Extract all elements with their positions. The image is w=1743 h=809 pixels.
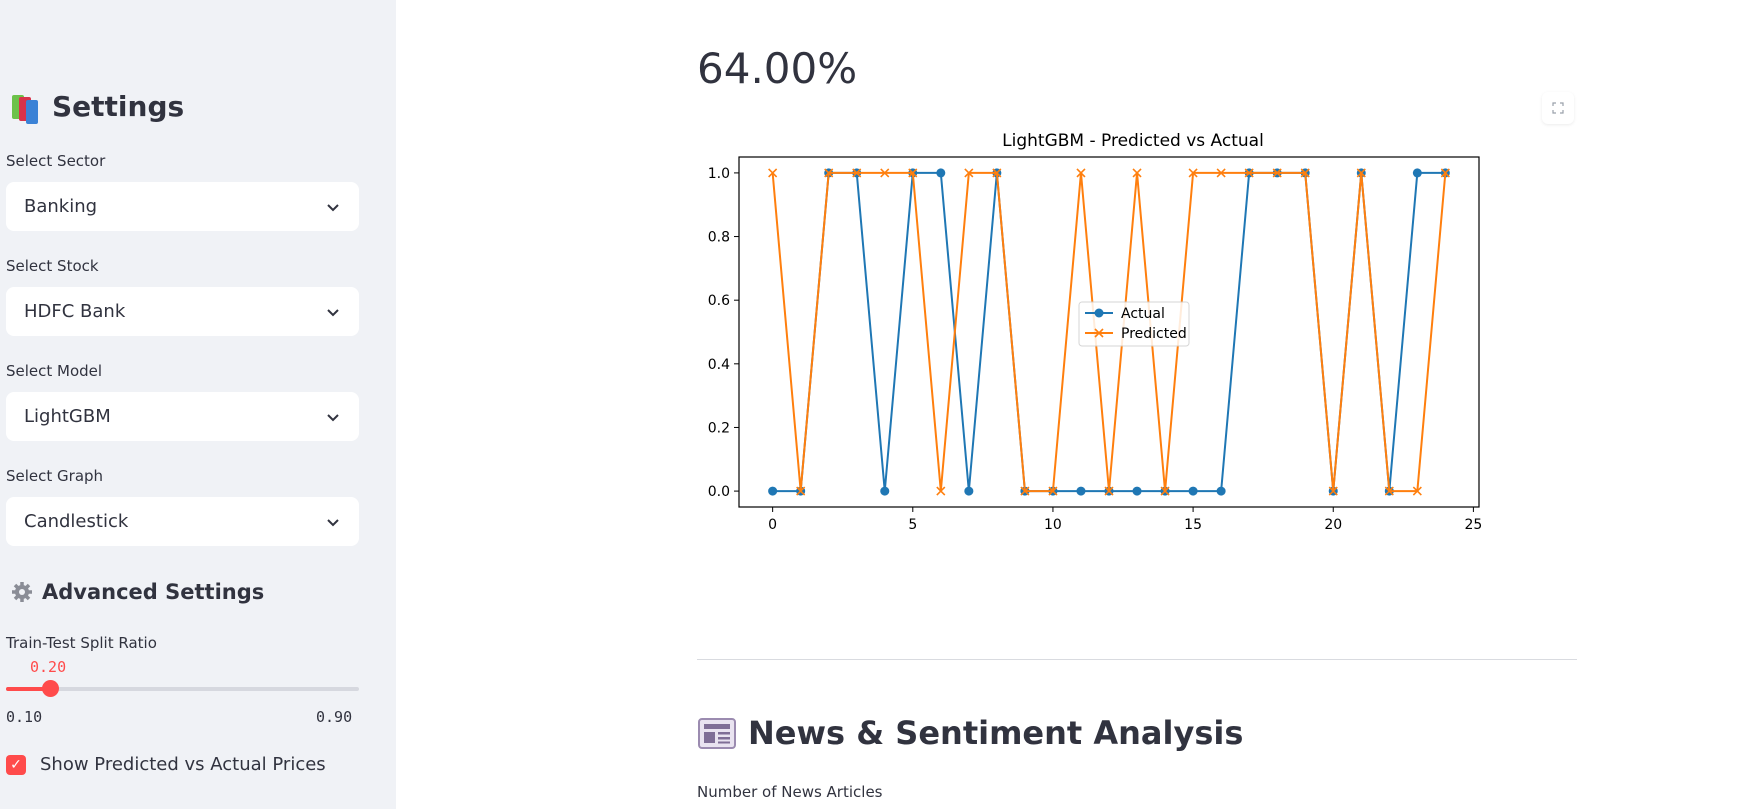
y-tick-label: 0.8: [708, 230, 730, 246]
split-ratio-label: Train-Test Split Ratio: [6, 634, 157, 652]
sector-select-value: Banking: [24, 196, 98, 217]
data-point-actual: [936, 168, 946, 178]
gear-icon: [12, 582, 32, 602]
y-tick-label: 0.0: [708, 484, 730, 500]
books-icon: [10, 91, 42, 124]
sidebar-title: Settings: [10, 90, 185, 124]
legend-label: Predicted: [1121, 326, 1187, 342]
show-predicted-checkbox-row[interactable]: ✓ Show Predicted vs Actual Prices: [6, 754, 326, 775]
graph-select[interactable]: Candlestick: [6, 497, 359, 546]
data-point-predicted: [796, 486, 806, 496]
data-point-predicted: [1160, 486, 1170, 496]
chevron-down-icon: [327, 203, 339, 211]
x-tick-label: 0: [768, 517, 777, 533]
data-point-actual: [768, 486, 778, 496]
split-ratio-slider[interactable]: [6, 680, 359, 697]
x-tick-label: 15: [1184, 517, 1202, 533]
show-predicted-checkbox[interactable]: ✓: [6, 754, 26, 775]
model-label: Select Model: [6, 362, 103, 380]
sector-select[interactable]: Banking: [6, 182, 359, 231]
data-point-predicted: [1356, 168, 1366, 178]
data-point-actual: [880, 486, 890, 496]
fullscreen-button[interactable]: [1542, 92, 1574, 124]
data-point-actual: [1076, 486, 1086, 496]
predicted-vs-actual-chart: LightGBM - Predicted vs Actual 0 5 10 15 20 2…: [708, 131, 1483, 533]
data-point-actual: [1216, 486, 1226, 496]
section-divider: [697, 659, 1577, 660]
slider-thumb[interactable]: [42, 680, 60, 697]
chevron-down-icon: [327, 308, 339, 316]
legend-marker-predicted: [1094, 328, 1104, 338]
x-tick-label: 20: [1324, 517, 1342, 533]
main-content: 64.00% LightGBM - Predicted vs Actual 0 5…: [396, 0, 1743, 809]
data-point-predicted: [992, 168, 1002, 178]
split-ratio-value: 0.20: [30, 658, 67, 676]
show-predicted-label: Show Predicted vs Actual Prices: [40, 754, 326, 775]
data-point-predicted: [1132, 168, 1142, 178]
advanced-settings-title: Advanced Settings: [42, 580, 265, 604]
stock-label: Select Stock: [6, 257, 99, 275]
slider-min-label: 0.10: [6, 708, 43, 726]
data-point-actual: [1412, 168, 1422, 178]
data-point-actual: [964, 486, 974, 496]
expand-icon: [1552, 102, 1564, 114]
news-section-header: News & Sentiment Analysis: [698, 714, 1243, 752]
data-point-predicted: [936, 486, 946, 496]
data-point-predicted: [1384, 486, 1394, 496]
data-point-predicted: [824, 168, 834, 178]
data-point-predicted: [1412, 486, 1422, 496]
stock-select[interactable]: HDFC Bank: [6, 287, 359, 336]
data-point-predicted: [1048, 486, 1058, 496]
y-tick-label: 0.6: [708, 293, 730, 309]
legend-label: Actual: [1121, 306, 1165, 322]
data-point-predicted: [1020, 486, 1030, 496]
data-point-predicted: [1328, 486, 1338, 496]
chevron-down-icon: [327, 413, 339, 421]
data-point-predicted: [1300, 168, 1310, 178]
data-point-predicted: [908, 168, 918, 178]
data-point-actual: [1188, 486, 1198, 496]
graph-select-value: Candlestick: [24, 511, 129, 532]
y-tick-label: 0.4: [708, 357, 730, 373]
newspaper-icon: [698, 718, 736, 749]
data-point-predicted: [964, 168, 974, 178]
data-point-predicted: [1272, 168, 1282, 178]
x-tick-label: 10: [1044, 517, 1062, 533]
y-tick-label: 0.2: [708, 420, 730, 436]
sidebar-title-text: Settings: [52, 90, 185, 123]
news-count-label: Number of News Articles: [697, 783, 883, 801]
data-point-actual: [1132, 486, 1142, 496]
model-select[interactable]: LightGBM: [6, 392, 359, 441]
sidebar: Settings Select Sector Banking Select St…: [0, 0, 396, 809]
accuracy-metric: 64.00%: [697, 44, 858, 93]
data-point-predicted: [1076, 168, 1086, 178]
data-point-predicted: [1216, 168, 1226, 178]
chevron-down-icon: [327, 518, 339, 526]
data-point-predicted: [1440, 168, 1450, 178]
chart-title: LightGBM - Predicted vs Actual: [1002, 131, 1264, 151]
data-point-predicted: [852, 168, 862, 178]
model-select-value: LightGBM: [24, 406, 111, 427]
data-point-predicted: [880, 168, 890, 178]
data-point-predicted: [1104, 486, 1114, 496]
data-point-predicted: [1188, 168, 1198, 178]
slider-fill: [6, 687, 51, 691]
data-point-predicted: [768, 168, 778, 178]
slider-max-label: 0.90: [316, 708, 353, 726]
x-tick-label: 5: [908, 517, 917, 533]
data-point-predicted: [1244, 168, 1254, 178]
x-tick-label: 25: [1464, 517, 1482, 533]
sector-label: Select Sector: [6, 152, 106, 170]
graph-label: Select Graph: [6, 467, 104, 485]
stock-select-value: HDFC Bank: [24, 301, 126, 322]
y-tick-label: 1.0: [708, 166, 730, 182]
news-section-title: News & Sentiment Analysis: [748, 714, 1244, 752]
legend-marker-actual: [1094, 308, 1104, 318]
advanced-settings-header: Advanced Settings: [10, 580, 264, 604]
